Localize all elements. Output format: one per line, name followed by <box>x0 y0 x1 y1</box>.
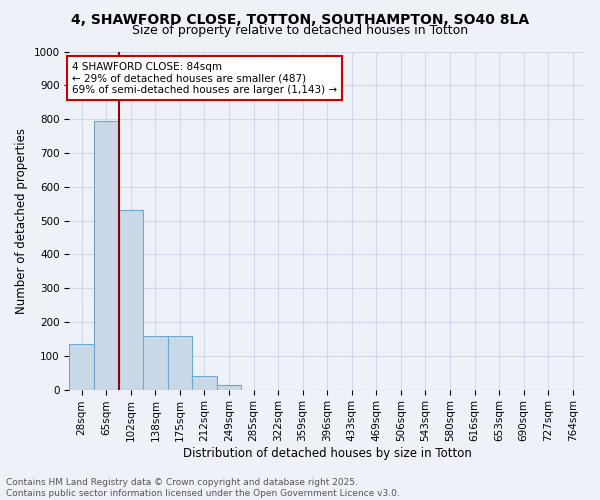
Bar <box>192 376 217 390</box>
Bar <box>217 384 241 390</box>
Bar <box>94 121 119 390</box>
Text: 4 SHAWFORD CLOSE: 84sqm
← 29% of detached houses are smaller (487)
69% of semi-d: 4 SHAWFORD CLOSE: 84sqm ← 29% of detache… <box>72 62 337 95</box>
Bar <box>70 344 94 390</box>
Bar <box>119 210 143 390</box>
Text: 4, SHAWFORD CLOSE, TOTTON, SOUTHAMPTON, SO40 8LA: 4, SHAWFORD CLOSE, TOTTON, SOUTHAMPTON, … <box>71 12 529 26</box>
Bar <box>143 336 167 390</box>
Text: Size of property relative to detached houses in Totton: Size of property relative to detached ho… <box>132 24 468 37</box>
Y-axis label: Number of detached properties: Number of detached properties <box>15 128 28 314</box>
Text: Contains HM Land Registry data © Crown copyright and database right 2025.
Contai: Contains HM Land Registry data © Crown c… <box>6 478 400 498</box>
X-axis label: Distribution of detached houses by size in Totton: Distribution of detached houses by size … <box>183 447 472 460</box>
Bar <box>167 336 192 390</box>
